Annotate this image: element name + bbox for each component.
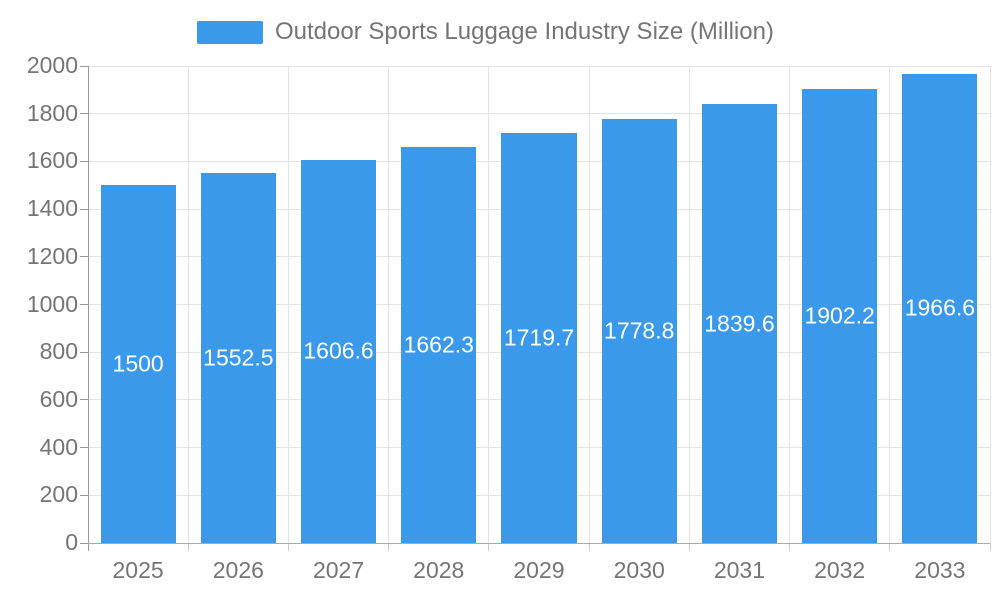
y-axis-tick <box>80 447 88 449</box>
x-axis-tick <box>789 543 791 551</box>
gridline-v <box>989 66 991 543</box>
gridline-v <box>889 66 891 543</box>
y-axis-tick-label: 400 <box>39 433 78 460</box>
legend-label: Outdoor Sports Luggage Industry Size (Mi… <box>275 18 774 45</box>
gridline-v <box>588 66 590 543</box>
y-axis-tick-label: 1200 <box>26 242 78 269</box>
bar-value-label: 1839.6 <box>704 310 775 337</box>
gridline-h <box>88 113 990 115</box>
x-axis-tick-label: 2033 <box>914 557 966 583</box>
bar[interactable] <box>601 118 677 543</box>
gridline-h <box>88 65 990 67</box>
gridline-v <box>789 66 791 543</box>
y-axis-tick-label: 1000 <box>26 290 78 317</box>
y-axis-tick-label: 1400 <box>26 195 78 222</box>
x-axis-tick-label: 2031 <box>713 557 766 583</box>
bar-value-label: 1966.6 <box>904 294 976 321</box>
y-axis-tick-label: 2000 <box>26 52 78 78</box>
bar[interactable] <box>200 172 276 543</box>
y-axis-tick-label: 200 <box>39 481 78 508</box>
bar[interactable] <box>100 185 176 543</box>
bar-value-label: 1662.3 <box>403 331 474 358</box>
legend-swatch <box>197 20 263 44</box>
x-axis-tick <box>889 543 891 551</box>
gridline-v <box>287 66 289 543</box>
bar-value-label: 1719.7 <box>503 324 575 351</box>
bar-value-label: 1606.6 <box>303 337 374 364</box>
y-axis-tick-label: 1600 <box>26 147 78 174</box>
gridline-v <box>688 66 690 543</box>
y-axis-line <box>87 66 89 551</box>
gridline-v <box>187 66 189 543</box>
x-axis-tick <box>588 543 590 551</box>
x-axis-tick <box>989 543 991 551</box>
x-axis-tick <box>688 543 690 551</box>
bar[interactable] <box>501 132 577 543</box>
bar-value-label: 1500 <box>112 350 164 377</box>
y-axis-tick <box>80 304 88 305</box>
bar[interactable] <box>401 146 477 543</box>
x-axis-tick-label: 2027 <box>312 557 365 583</box>
bar-value-label: 1902.2 <box>804 302 875 329</box>
bar-value-label: 1778.8 <box>604 317 675 344</box>
x-axis-tick <box>488 543 490 551</box>
gridline-v <box>388 66 390 543</box>
y-axis-tick-label: 0 <box>65 529 78 555</box>
y-axis-tick <box>80 256 88 258</box>
bar-value-label: 1552.5 <box>203 344 274 371</box>
y-axis-tick <box>80 113 88 115</box>
y-axis-tick <box>80 208 88 210</box>
y-axis-tick <box>80 399 88 401</box>
y-axis-tick <box>80 351 88 353</box>
gridline-v <box>488 66 490 543</box>
bar[interactable] <box>902 73 978 543</box>
legend-item[interactable]: Outdoor Sports Luggage Industry Size (Mi… <box>197 18 774 46</box>
x-axis-tick-label: 2029 <box>513 557 565 583</box>
x-axis-tick <box>187 543 189 551</box>
y-axis-tick <box>80 65 88 67</box>
y-axis-tick-label: 600 <box>39 385 78 412</box>
x-axis-tick <box>388 543 390 551</box>
y-axis-tick-label: 1800 <box>26 99 78 126</box>
x-axis-tick-label: 2025 <box>112 557 164 583</box>
y-axis-tick <box>80 494 88 496</box>
bar[interactable] <box>300 159 377 543</box>
x-axis-tick-label: 2030 <box>613 557 665 583</box>
bar[interactable] <box>701 104 778 543</box>
y-axis-tick <box>80 160 88 162</box>
x-axis-tick-label: 2026 <box>212 557 264 583</box>
x-axis-tick <box>287 543 289 551</box>
bar[interactable] <box>802 89 878 543</box>
x-axis-tick-label: 2028 <box>413 557 465 583</box>
x-axis-line <box>88 542 990 544</box>
y-axis-tick <box>80 542 88 544</box>
y-axis-tick-label: 800 <box>39 338 78 365</box>
x-axis-tick-label: 2032 <box>814 557 866 583</box>
